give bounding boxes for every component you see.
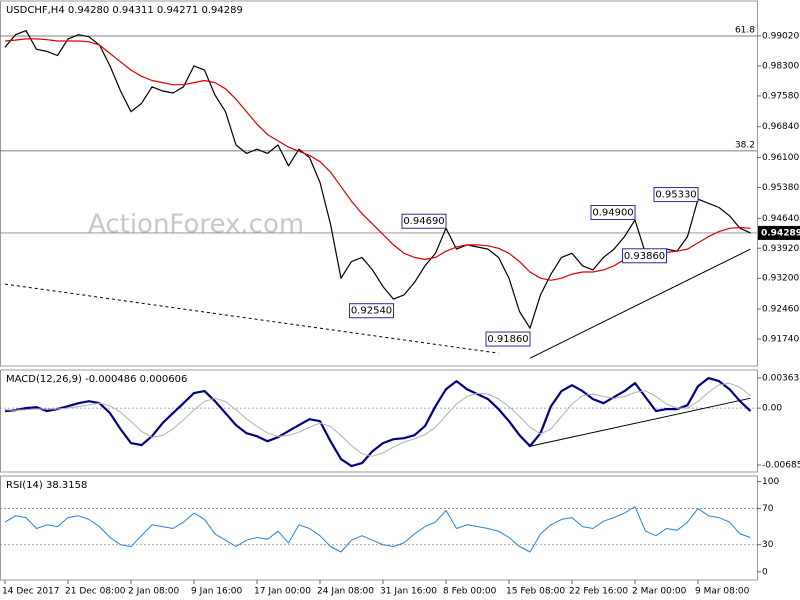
y-tick-label: 0.95380 <box>762 183 799 193</box>
annotation-label: 0.93860 <box>624 251 665 262</box>
y-tick-label: 0.94640 <box>762 214 799 224</box>
x-tick-label: 24 Jan 08:00 <box>317 587 374 597</box>
level-label: 61.8 <box>735 25 755 35</box>
annotation-label: 0.92540 <box>351 306 392 317</box>
annotation-box <box>401 213 447 229</box>
y-tick-label: -0.006858 <box>762 461 800 471</box>
x-tick-label: 8 Feb 00:00 <box>443 587 497 597</box>
y-tick-label: 0.003638 <box>762 373 800 383</box>
x-tick-label: 15 Feb 08:00 <box>506 587 565 597</box>
series-line <box>4 382 751 457</box>
y-tick-label: 0.91740 <box>762 335 799 345</box>
y-tick-label: 0.98300 <box>762 61 799 71</box>
series-line <box>4 30 751 329</box>
x-tick-label: 22 Feb 16:00 <box>569 587 628 597</box>
x-tick-label: 21 Dec 08:00 <box>65 587 126 597</box>
x-tick-label: 2 Jan 08:00 <box>128 587 180 597</box>
panel-title: RSI(14) 38.3158 <box>6 480 87 491</box>
annotation-box <box>485 331 531 347</box>
y-tick-label: 30 <box>762 540 774 550</box>
y-tick-label: 0.96840 <box>762 122 799 132</box>
x-tick-label: 2 Mar 00:00 <box>632 587 687 597</box>
annotation-label: 0.94690 <box>403 216 444 227</box>
panel-title: MACD(12,26,9) -0.000486 0.000606 <box>6 374 187 385</box>
y-tick-label: 70 <box>762 504 774 514</box>
trendline <box>529 397 751 447</box>
annotation-label: 0.95330 <box>655 190 696 201</box>
annotation-label: 0.91860 <box>487 334 528 345</box>
last-price-box <box>758 225 800 240</box>
y-tick-label: 0 <box>762 567 768 577</box>
x-tick-label: 17 Jan 00:00 <box>254 587 311 597</box>
panel-frame <box>0 475 758 581</box>
trendline <box>529 248 751 359</box>
x-tick-label: 31 Jan 16:00 <box>380 587 437 597</box>
y-tick-label: 0.93200 <box>762 274 799 284</box>
series-line <box>4 506 751 553</box>
trendline <box>4 283 499 354</box>
watermark: ActionForex.com <box>88 210 304 240</box>
level-label: 38.2 <box>735 140 755 150</box>
annotation-label: 0.94900 <box>592 207 633 218</box>
x-tick-label: 14 Dec 2017 <box>2 587 60 597</box>
y-tick-label: 0.93920 <box>762 244 799 254</box>
y-tick-label: 0.99020 <box>762 31 799 41</box>
y-tick-label: 0.97580 <box>762 91 799 101</box>
annotation-box <box>590 204 636 220</box>
annotation-box <box>622 248 667 264</box>
x-tick-label: 9 Mar 08:00 <box>695 587 750 597</box>
series-line <box>4 377 752 468</box>
x-tick-label: 9 Jan 16:00 <box>191 587 243 597</box>
y-tick-label: 0.00 <box>762 404 782 414</box>
y-tick-label: 100 <box>762 477 779 487</box>
annotation-box <box>653 187 699 203</box>
panel-title: USDCHF,H4 0.94280 0.94311 0.94271 0.9428… <box>6 5 243 16</box>
y-tick-label: 0.96100 <box>762 153 799 163</box>
y-tick-label: 0.92460 <box>762 305 799 315</box>
last-price-label: 0.94289 <box>761 228 800 238</box>
annotation-box <box>349 303 394 319</box>
